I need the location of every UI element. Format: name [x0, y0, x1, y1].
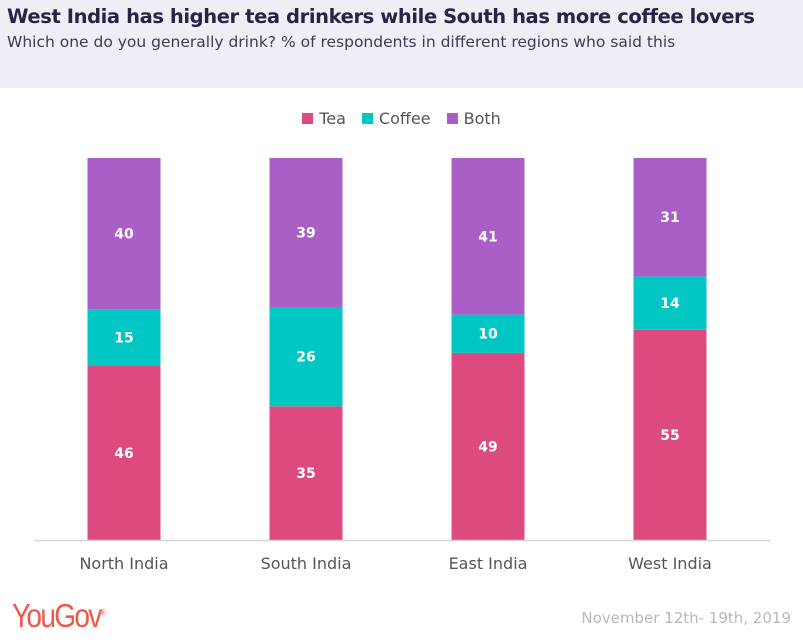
date-range: November 12th- 19th, 2019: [581, 609, 791, 627]
x-tick-label: South India: [261, 554, 352, 573]
bar-segment-tea: [633, 329, 707, 540]
bar-segment-both: [87, 158, 161, 310]
legend-label: Tea: [319, 109, 346, 128]
data-label: 41: [478, 229, 497, 245]
yougov-logo-text: YouGov: [12, 597, 102, 634]
data-label: 55: [660, 428, 679, 444]
legend: Tea Coffee Both: [0, 109, 803, 128]
bar-segment-coffee: [451, 314, 525, 353]
legend-item-both: Both: [446, 109, 501, 128]
x-tick-label: West India: [628, 554, 712, 573]
data-label: 31: [660, 210, 679, 226]
bar-segment-both: [633, 158, 707, 277]
data-label: 10: [478, 327, 498, 343]
bar-segment-both: [451, 158, 525, 315]
bar-segment-coffee: [87, 309, 161, 367]
bar-segment-coffee: [633, 276, 707, 330]
data-label: 26: [296, 350, 315, 366]
x-tick-label: East India: [449, 554, 528, 573]
data-label: 15: [114, 331, 133, 347]
legend-label: Coffee: [378, 109, 431, 128]
data-label: 39: [296, 225, 315, 241]
data-label: 49: [478, 439, 497, 455]
legend-swatch: [446, 113, 458, 124]
bar-segment-tea: [87, 366, 161, 540]
data-label: 14: [660, 296, 680, 312]
bar-segment-tea: [269, 406, 343, 540]
chart-title: West India has higher tea drinkers while…: [7, 5, 755, 28]
header: West India has higher tea drinkers while…: [0, 0, 803, 88]
bar-segment-tea: [451, 352, 525, 540]
data-label: 35: [296, 466, 315, 482]
bar-segment-coffee: [269, 306, 343, 407]
legend-item-coffee: Coffee: [361, 109, 431, 128]
legend-swatch: [302, 113, 314, 124]
legend-label: Both: [463, 109, 501, 128]
x-tick-label: North India: [79, 554, 168, 573]
data-label: 40: [114, 227, 134, 243]
chart-subtitle: Which one do you generally drink? % of r…: [7, 33, 676, 51]
bar-segment-both: [269, 158, 343, 307]
yougov-logo: YouGov®: [12, 597, 106, 634]
legend-item-tea: Tea: [302, 109, 346, 128]
legend-swatch: [361, 113, 373, 124]
data-label: 46: [114, 446, 133, 462]
